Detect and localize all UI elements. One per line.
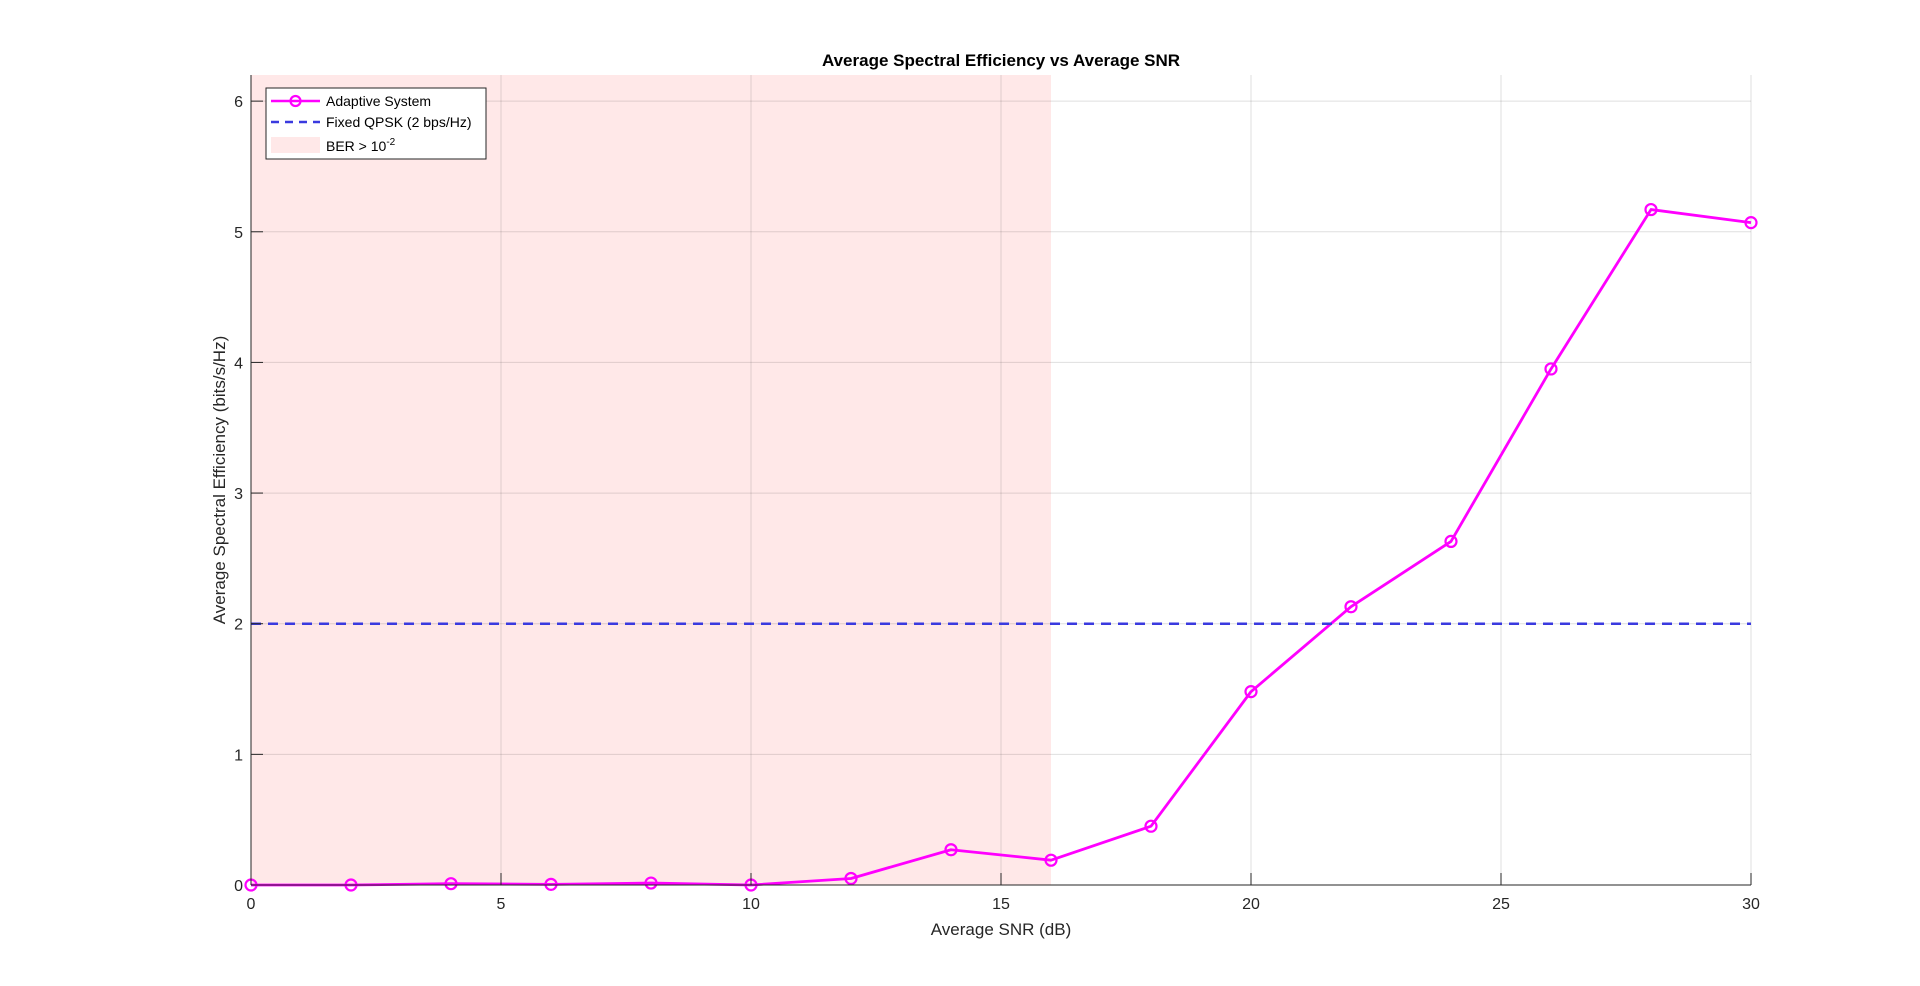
data-point bbox=[1044, 853, 1058, 867]
y-tick-label: 4 bbox=[234, 355, 243, 372]
x-tick-label: 10 bbox=[742, 896, 760, 913]
x-tick-label: 0 bbox=[247, 896, 256, 913]
x-tick-label: 25 bbox=[1492, 896, 1510, 913]
data-point bbox=[1744, 216, 1758, 230]
legend-ber-swatch bbox=[271, 137, 320, 153]
x-tick-label: 20 bbox=[1242, 896, 1260, 913]
legend-ber-label-exponent: -2 bbox=[386, 137, 395, 148]
y-tick-label: 0 bbox=[234, 878, 243, 895]
x-tick-label: 15 bbox=[992, 896, 1010, 913]
legend-adaptive-label: Adaptive System bbox=[326, 93, 431, 109]
legend-adaptive-marker bbox=[289, 94, 302, 108]
shaded-region-layer bbox=[251, 75, 1051, 885]
ticks-layer: 0 5 10 15 20 25 30 0 1 2 3 4 5 6 bbox=[234, 94, 1760, 913]
data-point bbox=[1544, 362, 1558, 376]
x-axis-label: Average SNR (dB) bbox=[931, 920, 1071, 939]
y-tick-label: 2 bbox=[234, 617, 243, 634]
legend-qpsk-label: Fixed QPSK (2 bps/Hz) bbox=[326, 114, 472, 130]
y-tick-label: 5 bbox=[234, 225, 243, 242]
x-tick-label: 30 bbox=[1742, 896, 1760, 913]
y-tick-label: 6 bbox=[234, 94, 243, 111]
chart-title: Average Spectral Efficiency vs Average S… bbox=[822, 51, 1180, 70]
data-point bbox=[644, 876, 658, 890]
data-point bbox=[544, 877, 558, 891]
y-axis-label: Average Spectral Efficiency (bits/s/Hz) bbox=[210, 336, 229, 625]
data-point bbox=[1144, 819, 1158, 833]
data-point bbox=[1644, 202, 1658, 217]
data-point bbox=[1444, 534, 1458, 549]
data-point bbox=[844, 871, 858, 886]
data-point bbox=[944, 843, 958, 857]
y-tick-label: 1 bbox=[234, 747, 243, 764]
legend-ber-label: BER > 10-2 bbox=[326, 137, 396, 154]
legend: Adaptive System Fixed QPSK (2 bps/Hz) BE… bbox=[265, 87, 487, 160]
data-point bbox=[1244, 685, 1258, 699]
y-tick-label: 3 bbox=[234, 486, 243, 503]
legend-ber-label-text: BER > 10 bbox=[326, 138, 387, 154]
ber-shaded-region bbox=[251, 75, 1051, 885]
data-point bbox=[444, 877, 458, 891]
data-point bbox=[1344, 600, 1358, 614]
x-tick-label: 5 bbox=[497, 896, 506, 913]
